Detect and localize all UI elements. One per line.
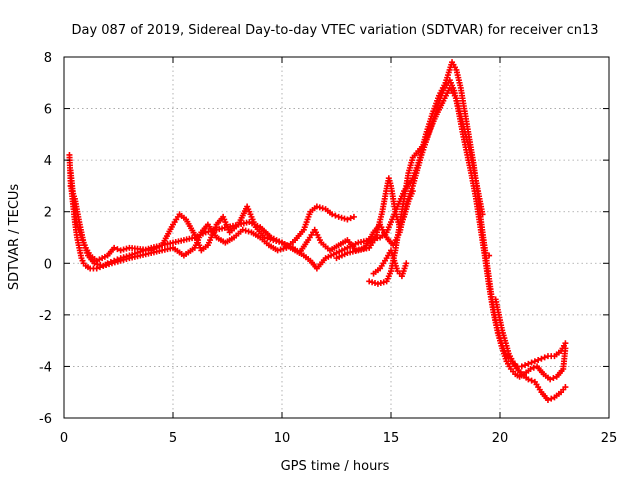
- data-point: [108, 260, 115, 267]
- data-point: [377, 280, 384, 287]
- y-tick-label: -6: [39, 412, 52, 427]
- x-tick-label: 0: [60, 431, 68, 446]
- data-point: [550, 375, 557, 382]
- data-point: [535, 356, 542, 363]
- data-series: [66, 59, 569, 403]
- data-point: [338, 214, 345, 221]
- y-tick-label: -4: [39, 360, 52, 375]
- data-point: [103, 262, 110, 269]
- y-tick-label: 6: [44, 103, 52, 118]
- data-point: [242, 227, 249, 234]
- data-point: [276, 238, 283, 245]
- data-point: [239, 226, 246, 233]
- data-point: [350, 213, 357, 220]
- data-point: [280, 245, 287, 252]
- data-point: [528, 377, 535, 384]
- data-point: [100, 262, 107, 269]
- y-tick-label: 2: [44, 206, 52, 221]
- data-point: [372, 280, 379, 287]
- data-point: [341, 215, 348, 222]
- data-point: [120, 256, 127, 263]
- data-point: [91, 260, 98, 267]
- y-axis-label: SDTVAR / TECUs: [7, 184, 22, 291]
- data-point: [486, 252, 493, 259]
- data-point: [117, 247, 124, 254]
- data-point: [562, 340, 569, 347]
- data-point: [97, 262, 104, 269]
- data-point: [538, 355, 545, 362]
- data-point: [380, 279, 387, 286]
- data-point: [528, 359, 535, 366]
- series-trace-c: [67, 84, 569, 403]
- x-axis-label: GPS time / hours: [281, 459, 390, 474]
- data-point: [366, 278, 373, 285]
- data-point: [403, 260, 410, 267]
- x-tick-label: 20: [492, 431, 509, 446]
- data-point: [245, 228, 252, 235]
- data-point: [273, 237, 280, 244]
- data-point: [347, 215, 354, 222]
- data-point: [111, 244, 118, 251]
- data-point: [123, 255, 130, 262]
- plot-frame: [63, 56, 610, 419]
- y-tick-label: -2: [39, 309, 52, 324]
- data-point: [274, 247, 281, 254]
- data-point: [562, 384, 569, 391]
- data-point: [106, 261, 113, 268]
- data-point: [544, 396, 551, 403]
- data-point: [270, 237, 277, 244]
- data-point: [329, 211, 336, 218]
- data-point: [316, 204, 323, 211]
- data-point: [518, 363, 525, 370]
- data-point: [548, 395, 555, 402]
- series-trace-d: [333, 175, 416, 280]
- data-point: [547, 376, 554, 383]
- grid-lines: [64, 57, 609, 418]
- data-point: [522, 362, 529, 369]
- data-point: [117, 257, 124, 264]
- data-point: [114, 258, 121, 265]
- data-point: [344, 216, 351, 223]
- y-tick-label: 0: [44, 257, 52, 272]
- data-point: [123, 245, 130, 252]
- data-point: [479, 211, 486, 218]
- data-point: [409, 188, 416, 195]
- data-point: [541, 354, 548, 361]
- data-point: [374, 280, 381, 287]
- data-point: [319, 205, 326, 212]
- x-tick-label: 25: [601, 431, 618, 446]
- data-point: [335, 213, 342, 220]
- data-point: [531, 358, 538, 365]
- data-point: [114, 246, 121, 253]
- data-point: [313, 203, 320, 210]
- data-point: [369, 279, 376, 286]
- y-tick-label: 4: [44, 154, 52, 169]
- data-point: [120, 246, 127, 253]
- data-point: [527, 366, 534, 373]
- data-point: [562, 345, 569, 352]
- x-tick-label: 15: [383, 431, 400, 446]
- data-point: [111, 259, 118, 266]
- data-point: [267, 236, 274, 243]
- series-trace-b: [67, 77, 569, 383]
- data-point: [332, 212, 339, 219]
- y-tick-label: 8: [44, 51, 52, 66]
- data-point: [94, 261, 101, 268]
- data-point: [525, 360, 532, 367]
- chart-title: Day 087 of 2019, Sidereal Day-to-day VTE…: [71, 23, 598, 38]
- data-point: [525, 376, 532, 383]
- x-tick-label: 5: [169, 431, 177, 446]
- data-point: [277, 246, 284, 253]
- x-tick-label: 10: [274, 431, 291, 446]
